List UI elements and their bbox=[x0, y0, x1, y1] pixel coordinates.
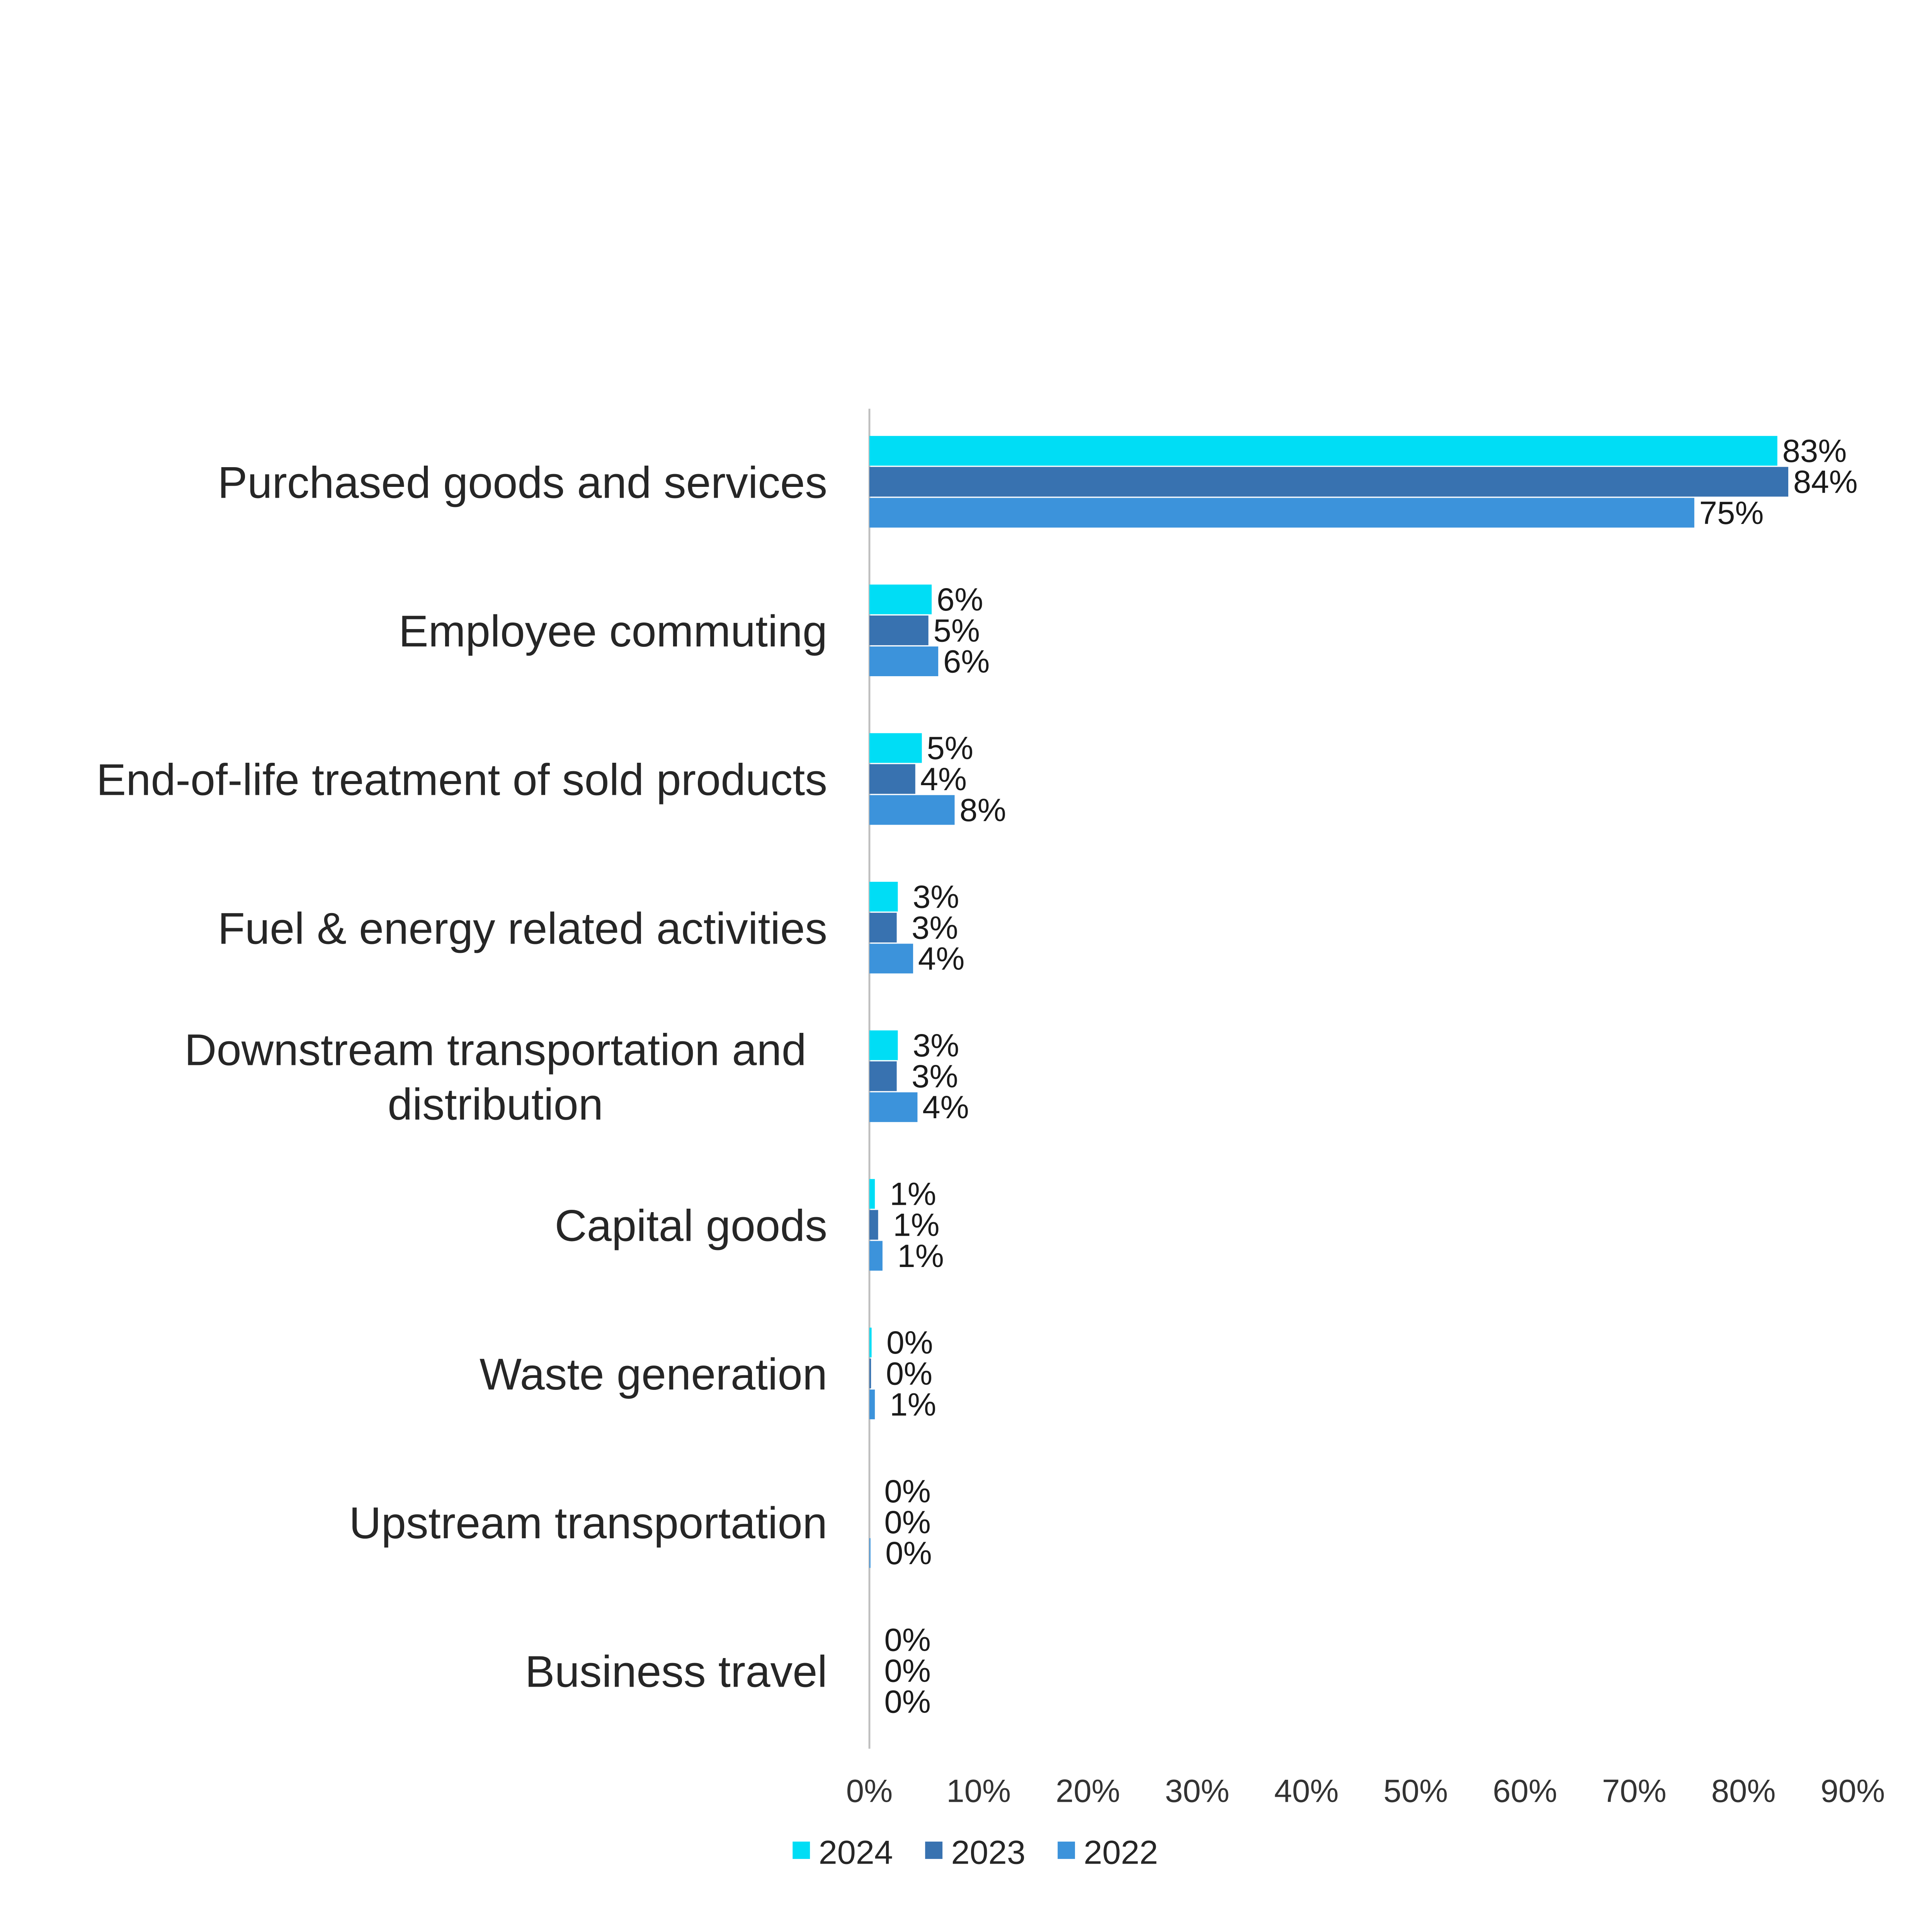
legend-swatch-2022 bbox=[1058, 1842, 1075, 1859]
bar-2023 bbox=[869, 615, 929, 645]
data-label: 3% bbox=[913, 1027, 959, 1063]
x-tick-label: 60% bbox=[1493, 1773, 1557, 1809]
bar-2024 bbox=[869, 584, 932, 614]
bar-2024 bbox=[869, 1030, 898, 1060]
bar-2022 bbox=[869, 944, 913, 974]
data-label: 5% bbox=[927, 730, 973, 766]
data-label: 1% bbox=[890, 1176, 936, 1212]
legend-label: 2024 bbox=[819, 1834, 893, 1871]
data-label: 1% bbox=[897, 1238, 944, 1274]
bar-2024 bbox=[869, 882, 898, 912]
data-label: 0% bbox=[884, 1473, 930, 1509]
data-label: 0% bbox=[884, 1684, 930, 1720]
data-label: 0% bbox=[886, 1355, 932, 1391]
category-label: Capital goods bbox=[554, 1201, 827, 1251]
data-label: 4% bbox=[920, 761, 967, 797]
x-tick-label: 40% bbox=[1274, 1773, 1339, 1809]
category-label: Downstream transportation and bbox=[184, 1025, 806, 1075]
data-label: 0% bbox=[884, 1504, 930, 1540]
bar-2022 bbox=[869, 795, 955, 825]
bar-2024 bbox=[869, 1179, 875, 1209]
x-tick-label: 10% bbox=[946, 1773, 1011, 1809]
bar-2022 bbox=[869, 1241, 883, 1271]
legend-swatch-2024 bbox=[793, 1842, 810, 1859]
bar-2023 bbox=[869, 1061, 897, 1091]
data-label: 1% bbox=[890, 1386, 936, 1422]
x-tick-label: 70% bbox=[1602, 1773, 1667, 1809]
category-label: Business travel bbox=[525, 1647, 827, 1696]
bar-2022 bbox=[869, 1538, 871, 1568]
category-label: Waste generation bbox=[480, 1350, 827, 1399]
bar-2023 bbox=[869, 913, 897, 943]
bar-2022 bbox=[869, 646, 939, 676]
data-label: 83% bbox=[1782, 433, 1847, 469]
bar-2023 bbox=[869, 764, 915, 794]
bar-2022 bbox=[869, 1092, 918, 1122]
data-label: 4% bbox=[918, 941, 964, 977]
data-label: 3% bbox=[913, 879, 959, 915]
data-label: 0% bbox=[884, 1622, 930, 1658]
data-label: 6% bbox=[937, 582, 983, 617]
data-label: 1% bbox=[893, 1207, 939, 1243]
x-tick-label: 30% bbox=[1165, 1773, 1230, 1809]
category-label: distribution bbox=[388, 1080, 603, 1129]
bar-2024 bbox=[869, 1327, 872, 1357]
bar-2022 bbox=[869, 1389, 875, 1420]
legend-label: 2023 bbox=[951, 1834, 1026, 1871]
bar-2023 bbox=[869, 1359, 871, 1388]
x-tick-label: 90% bbox=[1820, 1773, 1885, 1809]
x-tick-label: 20% bbox=[1056, 1773, 1120, 1809]
data-label: 8% bbox=[959, 792, 1006, 828]
legend: 2024 2023 2022 bbox=[793, 1834, 1158, 1871]
data-label: 5% bbox=[934, 612, 980, 648]
legend-label: 2022 bbox=[1083, 1834, 1158, 1871]
bar-2023 bbox=[869, 1210, 878, 1240]
data-label: 0% bbox=[884, 1653, 930, 1689]
category-label: Employee commuting bbox=[399, 607, 827, 656]
x-tick-label: 80% bbox=[1711, 1773, 1776, 1809]
category-label: End-of-life treatment of sold products bbox=[96, 755, 827, 805]
bar-2024 bbox=[869, 733, 922, 763]
data-label: 3% bbox=[912, 1058, 958, 1094]
x-tick-label: 50% bbox=[1383, 1773, 1448, 1809]
legend-swatch-2023 bbox=[925, 1842, 943, 1859]
category-label: Fuel & energy related activities bbox=[218, 904, 827, 953]
bar-2024 bbox=[869, 436, 1777, 466]
data-label: 0% bbox=[885, 1535, 932, 1571]
x-tick-label: 0% bbox=[846, 1773, 893, 1809]
bar-2023 bbox=[869, 467, 1789, 497]
data-label: 0% bbox=[886, 1325, 933, 1361]
data-label: 3% bbox=[912, 910, 958, 946]
data-label: 75% bbox=[1699, 495, 1764, 531]
bar-2022 bbox=[869, 498, 1694, 528]
data-label: 4% bbox=[922, 1089, 969, 1125]
category-label: Purchased goods and services bbox=[218, 458, 827, 507]
category-label: Upstream transportation bbox=[349, 1498, 827, 1548]
data-label: 84% bbox=[1793, 464, 1858, 500]
data-label: 6% bbox=[943, 643, 990, 679]
